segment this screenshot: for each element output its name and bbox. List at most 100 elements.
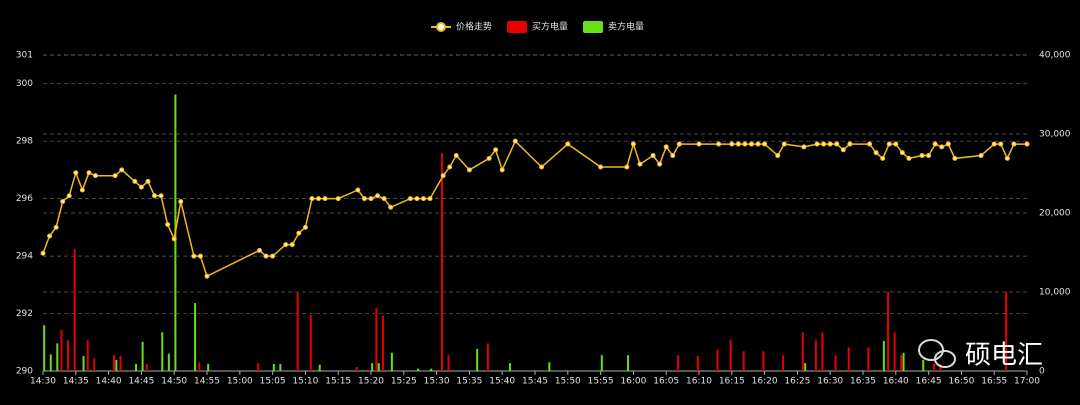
bar [60,329,63,371]
bar [476,348,479,371]
bar [381,315,384,371]
price-point [670,153,676,159]
y2-tick-label: 20,000 [1039,209,1071,219]
price-point [729,141,735,147]
bar [67,340,70,371]
price-point [539,164,545,170]
x-tick-label: 16:15 [719,377,745,387]
price-point [270,253,276,259]
bar [73,249,76,371]
legend-marker [436,22,446,32]
price-point [650,153,656,159]
bar [1005,292,1008,371]
price-point [191,253,197,259]
y-tick-label: 298 [16,137,33,147]
price-point [427,196,433,202]
x-tick-label: 14:35 [63,377,89,387]
bar [804,363,807,371]
price-point [453,153,459,159]
bar [272,363,275,371]
price-point [132,178,138,184]
x-tick-label: 14:55 [194,377,220,387]
price-point [906,155,912,161]
price-point [493,147,499,153]
price-point [742,141,748,147]
bar [600,355,603,371]
price-point [47,233,53,239]
watermark-icon [918,339,956,368]
bar [86,340,89,371]
bar [729,340,732,371]
price-point [263,253,269,259]
price-point [316,196,322,202]
bar [548,362,551,371]
price-point [499,167,505,173]
price-point [847,141,853,147]
legend-swatch [507,21,527,33]
price-point [657,161,663,167]
price-point [296,230,302,236]
price-point [1011,141,1017,147]
price-point [447,164,453,170]
bar [762,351,765,371]
price-point [840,147,846,153]
x-tick-label: 15:40 [489,377,515,387]
price-point [919,153,925,159]
price-point [873,150,879,156]
bar [279,363,282,371]
x-tick-label: 15:20 [358,377,384,387]
price-point [92,173,98,179]
price-point [827,141,833,147]
legend-label: 卖方电量 [608,21,644,33]
price-point [119,167,125,173]
price-point [945,141,951,147]
price-point [886,141,892,147]
price-point [322,196,328,202]
price-point [932,141,938,147]
price-point [204,273,210,279]
x-tick-label: 16:25 [784,377,810,387]
x-tick-label: 15:30 [424,377,450,387]
bar [417,368,420,371]
bar [508,363,511,371]
price-point [893,141,899,147]
price-point [138,184,144,190]
price-point [735,141,741,147]
bar [390,352,393,371]
bar [194,303,197,371]
price-point [676,141,682,147]
y-tick-label: 292 [16,309,33,319]
bar [430,368,433,371]
x-tick-label: 16:50 [948,377,974,387]
y2-tick-label: 10,000 [1039,288,1071,298]
bar [939,363,942,371]
price-point [775,153,781,159]
bar [932,363,935,371]
bar [43,325,46,371]
x-tick-label: 15:35 [456,377,482,387]
watermark: 硕电汇 [965,341,1043,371]
price-point [53,224,59,230]
bar [56,343,59,371]
price-point [781,141,787,147]
bar [207,363,210,371]
x-tick-label: 15:55 [588,377,614,387]
y-tick-label: 294 [16,252,33,262]
bar [309,314,312,371]
bar [296,292,299,371]
x-tick-label: 16:40 [883,377,909,387]
price-point [440,173,446,179]
price-point [361,196,367,202]
bar [375,307,378,371]
bar [119,355,122,371]
bar [49,354,52,371]
x-tick-label: 16:20 [752,377,778,387]
x-tick-label: 15:05 [260,377,286,387]
price-point [355,187,361,193]
bar [902,352,905,371]
x-tick-label: 16:30 [817,377,843,387]
price-point [302,224,308,230]
price-point [256,247,262,253]
price-point [939,144,945,150]
bar [834,355,837,371]
